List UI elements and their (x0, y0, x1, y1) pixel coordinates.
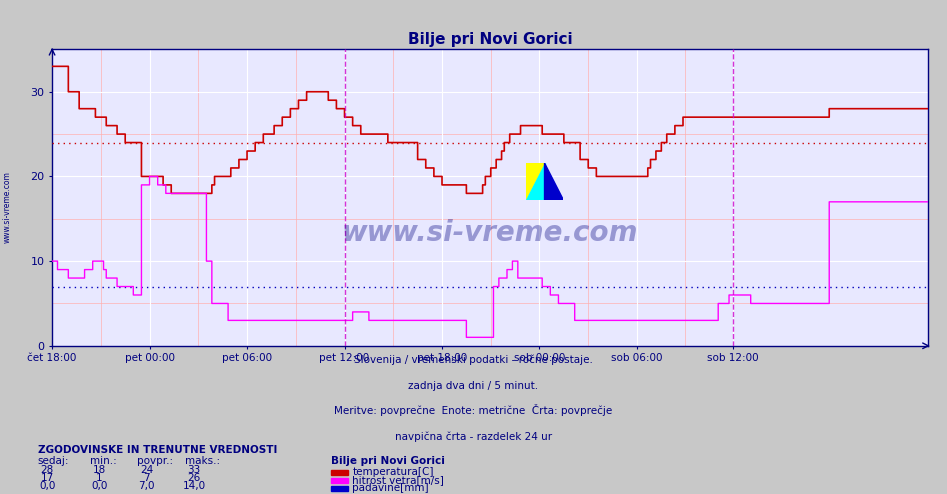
Text: www.si-vreme.com: www.si-vreme.com (3, 171, 12, 244)
Text: 1: 1 (97, 473, 102, 483)
Title: Bilje pri Novi Gorici: Bilje pri Novi Gorici (408, 32, 572, 47)
Text: Meritve: povprečne  Enote: metrične  Črta: povprečje: Meritve: povprečne Enote: metrične Črta:… (334, 405, 613, 416)
Polygon shape (526, 163, 545, 200)
Text: 7: 7 (144, 473, 150, 483)
Text: 24: 24 (140, 465, 153, 475)
Text: zadnja dva dni / 5 minut.: zadnja dva dni / 5 minut. (408, 381, 539, 391)
Text: 14,0: 14,0 (183, 481, 205, 491)
Text: navpična črta - razdelek 24 ur: navpična črta - razdelek 24 ur (395, 432, 552, 442)
Text: Bilje pri Novi Gorici: Bilje pri Novi Gorici (331, 456, 445, 466)
Text: hitrost vetra[m/s]: hitrost vetra[m/s] (352, 475, 444, 485)
Polygon shape (545, 163, 563, 200)
Text: temperatura[C]: temperatura[C] (352, 467, 434, 477)
Text: 0,0: 0,0 (91, 481, 108, 491)
Text: padavine[mm]: padavine[mm] (352, 483, 429, 493)
Text: 17: 17 (41, 473, 54, 483)
Polygon shape (526, 163, 545, 200)
Text: 18: 18 (93, 465, 106, 475)
Text: ZGODOVINSKE IN TRENUTNE VREDNOSTI: ZGODOVINSKE IN TRENUTNE VREDNOSTI (38, 446, 277, 455)
Text: maks.:: maks.: (185, 456, 220, 466)
Text: 26: 26 (188, 473, 201, 483)
Text: 33: 33 (188, 465, 201, 475)
Text: 7,0: 7,0 (138, 481, 155, 491)
Text: sedaj:: sedaj: (38, 456, 69, 466)
Text: povpr.:: povpr.: (137, 456, 173, 466)
Text: Slovenija / vremenski podatki - ročne postaje.: Slovenija / vremenski podatki - ročne po… (354, 355, 593, 365)
Text: min.:: min.: (90, 456, 116, 466)
Text: www.si-vreme.com: www.si-vreme.com (342, 219, 638, 247)
Text: 28: 28 (41, 465, 54, 475)
Text: 0,0: 0,0 (39, 481, 56, 491)
